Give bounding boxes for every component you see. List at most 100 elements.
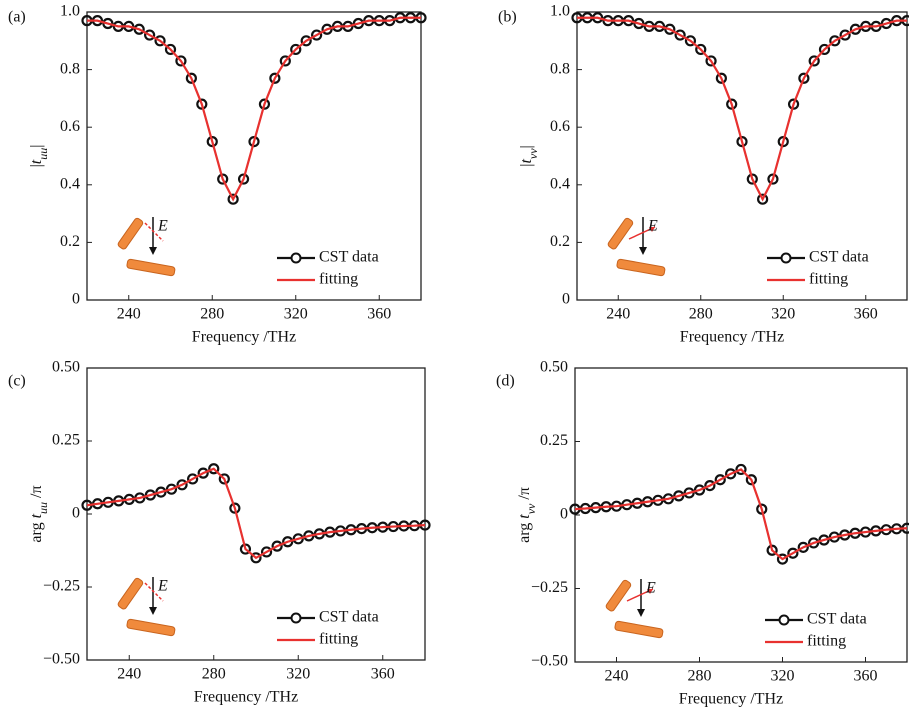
data-point [352,17,364,30]
legend-label: CST data [807,611,867,628]
rod [126,618,176,637]
data-point [176,479,188,491]
data-point [154,35,166,47]
inset-label: E [157,578,168,595]
data-point [175,55,187,67]
pol-arrowhead [649,227,655,232]
fit-line [577,16,907,202]
data-point [705,55,717,67]
x-tick-label: 280 [689,306,713,323]
data-point [714,474,726,486]
data-point [144,489,156,501]
legend-marker [290,252,302,264]
x-tick-label: 240 [117,666,141,683]
data-point [250,552,262,564]
panel-label: (c) [8,373,26,390]
legend-label: CST data [809,249,869,266]
data-point [776,553,789,565]
fit-line [86,467,426,560]
x-tick-label: 360 [854,668,878,685]
y-tick-label: −0.25 [531,579,568,596]
panel-label: (b) [498,9,517,26]
data-point [684,35,697,47]
data-point [715,72,727,84]
legend-label: fitting [807,633,846,650]
inset-label: E [157,218,168,235]
y-axis-label-part: /π [28,485,45,502]
y-tick-label: −0.25 [43,578,80,595]
y-axis-label-part: | [518,145,535,148]
data-point [787,98,800,110]
y-tick-label: 0 [72,291,80,308]
y-tick-label: −0.50 [531,653,568,670]
data-point [206,136,218,148]
x-axis-label: Frequency /THz [192,329,296,346]
y-tick-label: 1.0 [60,3,80,20]
y-axis-label-part: t [28,159,45,164]
x-tick-label: 320 [771,668,795,685]
y-axis-label-part: vv [526,148,540,159]
rod [607,217,634,250]
data-point [798,72,810,84]
data-point [808,55,820,67]
y-axis-label: arg tvv /π [516,487,538,543]
data-point [787,547,799,559]
x-axis-label: Frequency /THz [680,329,784,346]
x-tick-label: 360 [367,306,391,323]
y-axis-label: |tvv| [518,145,540,167]
rod [117,577,144,610]
data-point [735,463,747,476]
panel-label: (d) [496,373,515,390]
data-point [227,193,239,205]
y-tick-label: 0.8 [60,60,80,77]
legend-label: fitting [809,271,848,288]
data-point [745,474,757,486]
rod [616,258,666,277]
y-tick-label: 0.25 [540,432,568,449]
y-axis-label: arg tuu /π [28,485,50,542]
data-point [633,17,645,30]
data-point [704,480,716,492]
inset: E [607,217,666,277]
data-point [818,534,830,546]
y-tick-label: 0.2 [60,233,80,250]
y-tick-label: 0.25 [52,432,80,449]
data-point [683,487,695,499]
data-point [229,502,241,514]
data-point [279,55,291,67]
x-tick-label: 280 [202,666,226,683]
data-point [664,23,676,35]
legend-label: fitting [319,631,358,648]
data-line [574,468,908,561]
e-arrowhead [637,609,645,617]
y-tick-label: 0.4 [60,175,80,192]
data-point [818,43,831,56]
data-point [282,536,294,548]
data-line [577,17,907,201]
y-axis-label-part: | [28,145,45,148]
data-point [218,473,230,485]
plot-frame [576,11,908,301]
data-point [767,173,779,185]
y-axis-label-part: | [518,164,535,167]
data-point [208,463,220,475]
y-tick-label: 0.2 [550,233,570,250]
plot-frame [86,11,422,301]
data-point [736,136,748,148]
data-point [164,43,177,56]
e-arrowhead [149,247,157,255]
y-axis-label-part: t [516,514,533,519]
data-point [726,98,738,110]
e-arrowhead [149,607,157,615]
data-point [197,467,209,479]
y-axis-label-part: t [28,513,45,518]
data-point [300,35,312,47]
rod [614,620,664,639]
panel-label: (a) [8,9,26,26]
y-tick-label: 0 [560,506,568,523]
data-point [258,98,271,110]
data-point [185,72,197,84]
data-point [746,173,758,185]
data-point [187,473,199,485]
